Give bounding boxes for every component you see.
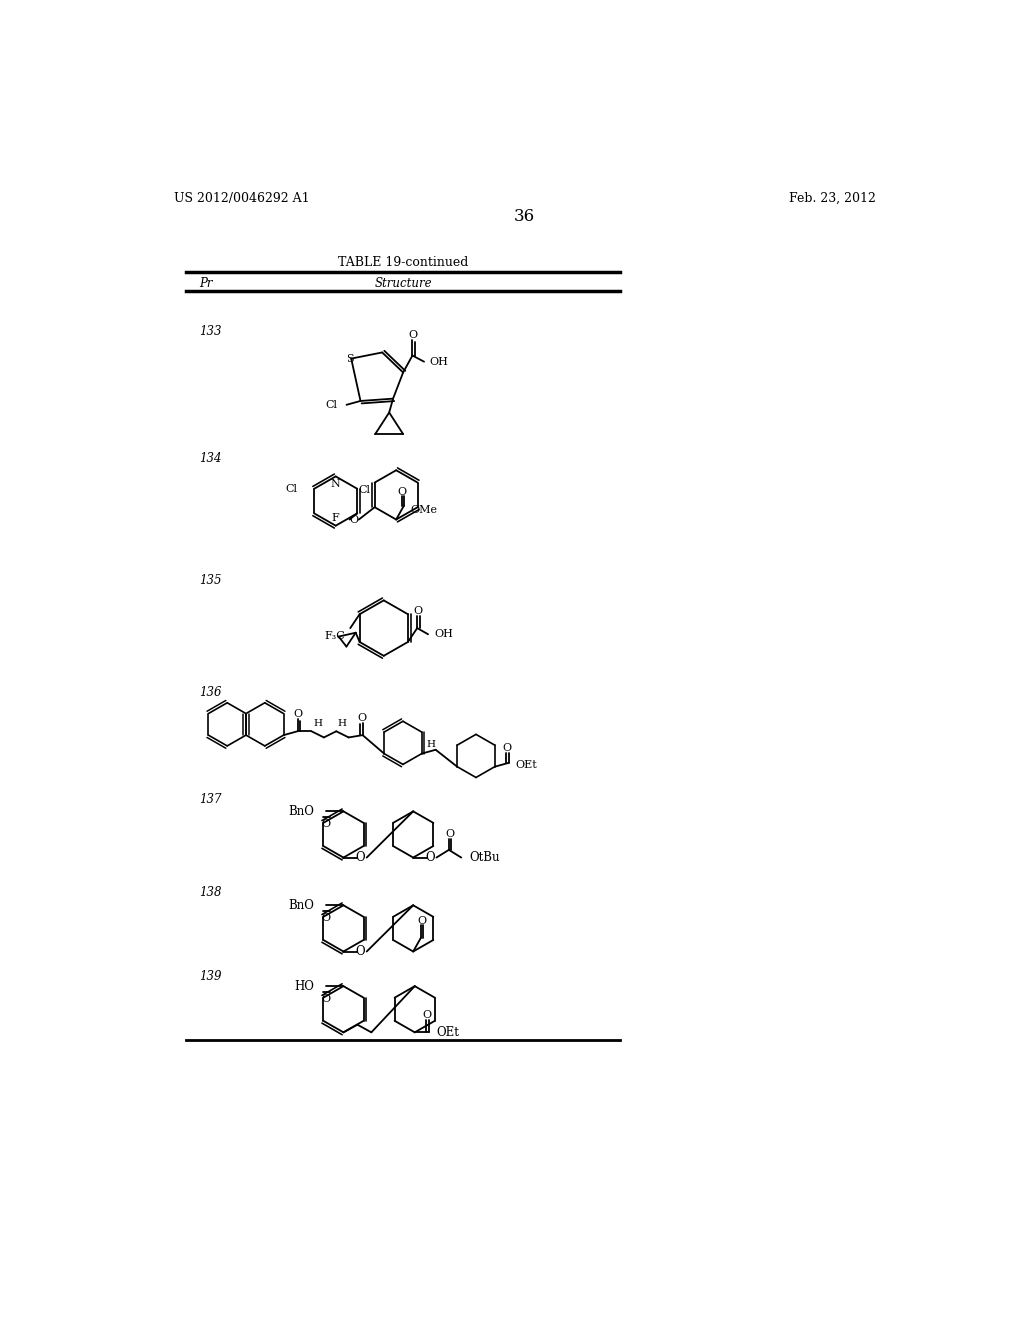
Text: H: H: [338, 719, 347, 729]
Text: Structure: Structure: [375, 277, 432, 289]
Text: OH: OH: [434, 630, 454, 639]
Text: H: H: [427, 741, 435, 748]
Text: BnO: BnO: [288, 899, 314, 912]
Text: O: O: [294, 709, 303, 719]
Text: 139: 139: [200, 970, 222, 983]
Text: 135: 135: [200, 574, 222, 587]
Text: HO: HO: [294, 979, 314, 993]
Text: OtBu: OtBu: [469, 851, 500, 865]
Text: 133: 133: [200, 325, 222, 338]
Text: OEt: OEt: [436, 1026, 460, 1039]
Text: O: O: [322, 913, 331, 924]
Text: F: F: [332, 513, 340, 523]
Text: 134: 134: [200, 453, 222, 465]
Text: BnO: BnO: [288, 805, 314, 818]
Text: OEt: OEt: [515, 760, 537, 770]
Text: OMe: OMe: [410, 506, 437, 515]
Text: O: O: [355, 851, 366, 865]
Text: US 2012/0046292 A1: US 2012/0046292 A1: [174, 191, 310, 205]
Text: 136: 136: [200, 685, 222, 698]
Text: Cl: Cl: [326, 400, 337, 409]
Text: O: O: [409, 330, 418, 341]
Text: H: H: [313, 719, 322, 729]
Text: O: O: [322, 994, 331, 1005]
Text: O: O: [322, 820, 331, 829]
Text: Pr: Pr: [200, 277, 213, 289]
Text: Cl: Cl: [285, 483, 297, 494]
Text: 138: 138: [200, 886, 222, 899]
Text: O: O: [355, 945, 366, 958]
Text: OH: OH: [429, 356, 449, 367]
Text: TABLE 19-continued: TABLE 19-continued: [338, 256, 468, 269]
Text: 137: 137: [200, 793, 222, 807]
Text: O: O: [417, 916, 426, 925]
Text: S: S: [346, 354, 353, 363]
Text: O: O: [357, 713, 367, 723]
Text: F₃C: F₃C: [325, 631, 346, 640]
Text: O: O: [397, 487, 407, 496]
Text: 36: 36: [514, 207, 536, 224]
Text: O: O: [423, 1010, 432, 1020]
Text: Feb. 23, 2012: Feb. 23, 2012: [790, 191, 876, 205]
Text: O: O: [425, 851, 435, 865]
Text: O: O: [503, 743, 512, 754]
Text: O: O: [349, 515, 358, 524]
Text: O: O: [414, 606, 423, 616]
Text: O: O: [445, 829, 455, 840]
Text: Cl: Cl: [358, 486, 371, 495]
Text: N: N: [331, 479, 341, 490]
